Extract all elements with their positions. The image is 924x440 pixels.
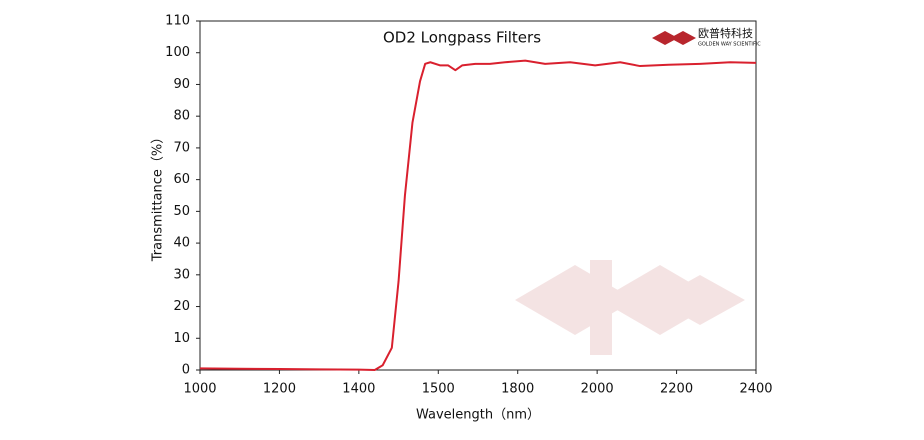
logo-subtitle: GOLDEN WAY SCIENTIFIC [698, 42, 761, 48]
chart-title: OD2 Longpass Filters [383, 29, 541, 47]
x-tick-label: 2200 [660, 382, 693, 397]
data-line [199, 59, 757, 371]
y-tick-label: 60 [173, 172, 190, 187]
y-tick-label: 70 [173, 140, 190, 155]
y-tick-label: 10 [173, 331, 190, 346]
x-axis-label: Wavelength（nm） [416, 408, 540, 423]
x-tick-label: 2400 [739, 382, 772, 397]
x-tick-label: 2000 [581, 382, 614, 397]
y-axis-label: Transmittance（%） [151, 131, 166, 263]
plot-frame [199, 20, 757, 371]
x-tick-label: 1500 [422, 382, 455, 397]
y-tick-label: 90 [173, 77, 190, 92]
x-tick-label: 1800 [501, 382, 534, 397]
y-tick-label: 80 [173, 109, 190, 124]
x-tick-label: 1200 [263, 382, 296, 397]
y-tick-label: 110 [165, 14, 190, 29]
watermark [515, 260, 745, 355]
y-tick-label: 30 [173, 267, 190, 282]
y-tick-label: 40 [173, 236, 190, 251]
y-tick-label: 20 [173, 299, 190, 314]
logo-name: 欧普特科技 [698, 26, 753, 40]
x-tick-label: 1000 [183, 382, 216, 397]
logo: 欧普特科技 GOLDEN WAY SCIENTIFIC [652, 26, 761, 48]
y-tick-label: 50 [173, 204, 190, 219]
y-tick-label: 100 [165, 45, 190, 60]
y-tick-label: 0 [182, 363, 190, 378]
x-tick-label: 1400 [342, 382, 375, 397]
